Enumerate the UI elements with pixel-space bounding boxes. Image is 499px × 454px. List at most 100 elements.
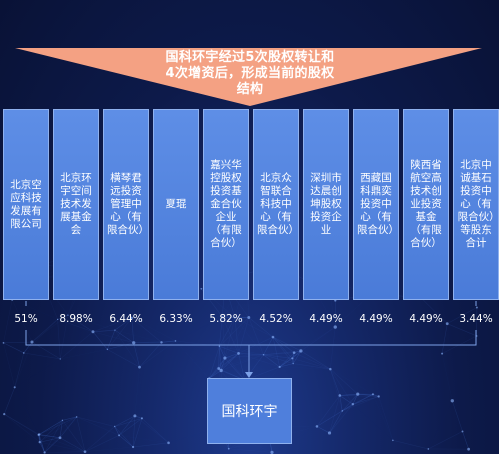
- network-link: [57, 319, 94, 333]
- network-node: [475, 306, 478, 309]
- network-node: [160, 341, 163, 344]
- network-link: [420, 297, 448, 324]
- network-link: [114, 317, 132, 331]
- network-node: [91, 330, 95, 334]
- network-node: [338, 394, 342, 397]
- stake-percent: 4.49%: [409, 313, 443, 325]
- network-link: [238, 353, 264, 356]
- network-link: [329, 395, 341, 434]
- network-link: [279, 352, 295, 368]
- title-banner: [15, 48, 482, 106]
- network-link: [373, 394, 393, 440]
- network-link: [219, 345, 264, 356]
- network-link: [38, 416, 77, 436]
- shareholder-box: 北京中诚基石投资中心（有限合伙）等股东合计: [453, 109, 499, 300]
- network-link: [238, 353, 246, 381]
- network-node: [61, 419, 64, 422]
- network-link: [293, 363, 331, 370]
- network-link: [329, 393, 359, 434]
- network-link: [222, 316, 235, 318]
- network-node: [427, 448, 430, 450]
- network-node: [329, 367, 332, 371]
- network-node: [475, 335, 478, 337]
- stake-percent: 4.49%: [359, 313, 393, 325]
- network-link: [263, 336, 274, 355]
- network-link: [44, 416, 77, 453]
- network-link: [62, 416, 77, 421]
- network-link: [342, 393, 358, 412]
- network-node: [221, 316, 224, 318]
- network-link: [224, 357, 245, 381]
- network-link: [141, 418, 169, 444]
- shareholder-name: 夏琨: [165, 198, 187, 210]
- network-link: [84, 446, 134, 453]
- network-link: [76, 416, 86, 452]
- network-link: [38, 434, 41, 443]
- network-link: [228, 448, 273, 453]
- network-link: [23, 341, 33, 354]
- network-node: [200, 287, 203, 290]
- shareholder-box: 北京空应科技发展有限公司: [3, 109, 49, 300]
- network-link: [39, 416, 77, 443]
- network-link: [139, 342, 162, 368]
- network-link: [292, 358, 331, 370]
- network-link: [218, 346, 220, 369]
- network-link: [114, 426, 134, 448]
- network-node: [167, 441, 170, 445]
- network-link: [140, 367, 142, 418]
- page-title: 国科环宇经过5次股权转让和 4次增资后，形成当前的股权 结构: [110, 50, 390, 98]
- network-link: [209, 353, 239, 379]
- title-line: 国科环宇经过5次股权转让和: [165, 50, 335, 65]
- network-link: [447, 307, 478, 324]
- shareholder-box: 深圳市达晨创坤股权投资企业: [303, 109, 349, 300]
- network-link: [38, 434, 86, 452]
- network-link: [222, 316, 249, 318]
- network-link: [134, 415, 169, 444]
- network-link: [134, 367, 140, 416]
- network-link: [428, 431, 463, 450]
- network-link: [133, 342, 140, 368]
- stake-percent: 5.82%: [209, 313, 243, 325]
- network-link: [39, 441, 86, 453]
- network-link: [114, 418, 143, 427]
- network-node: [461, 430, 464, 433]
- network-link: [219, 346, 226, 359]
- network-link: [238, 353, 280, 368]
- network-node: [43, 451, 46, 454]
- network-link: [60, 349, 108, 360]
- network-link: [3, 342, 16, 388]
- network-link: [209, 370, 222, 379]
- stake-percent: 6.33%: [159, 313, 193, 325]
- network-link: [352, 393, 359, 405]
- network-node: [13, 386, 16, 389]
- network-link: [3, 299, 13, 343]
- network-node: [315, 425, 319, 428]
- network-node: [450, 399, 454, 403]
- network-link: [218, 357, 226, 369]
- network-link: [279, 363, 294, 368]
- stake-percent: 4.49%: [309, 313, 343, 325]
- network-link: [118, 418, 143, 436]
- shareholder-name: 横琴君远投资管理中心（有限合伙）: [107, 172, 149, 236]
- network-link: [339, 395, 343, 411]
- network-link: [339, 395, 379, 397]
- network-node: [3, 413, 6, 416]
- network-link: [39, 437, 61, 443]
- title-line: 4次增资后，形成当前的股权: [165, 66, 335, 81]
- network-node: [113, 425, 116, 428]
- shareholder-box: 横琴君远投资管理中心（有限合伙）: [103, 109, 149, 300]
- network-node: [106, 348, 109, 351]
- network-node: [270, 450, 274, 454]
- network-node: [262, 353, 265, 356]
- network-link: [316, 410, 343, 427]
- network-link: [221, 354, 264, 371]
- network-node: [292, 362, 294, 365]
- network-link: [224, 354, 264, 359]
- network-link: [139, 340, 176, 368]
- network-link: [219, 346, 245, 381]
- network-node: [351, 402, 355, 406]
- network-node: [174, 340, 177, 342]
- network-link: [447, 323, 477, 337]
- network-link: [107, 330, 116, 350]
- network-link: [44, 420, 63, 453]
